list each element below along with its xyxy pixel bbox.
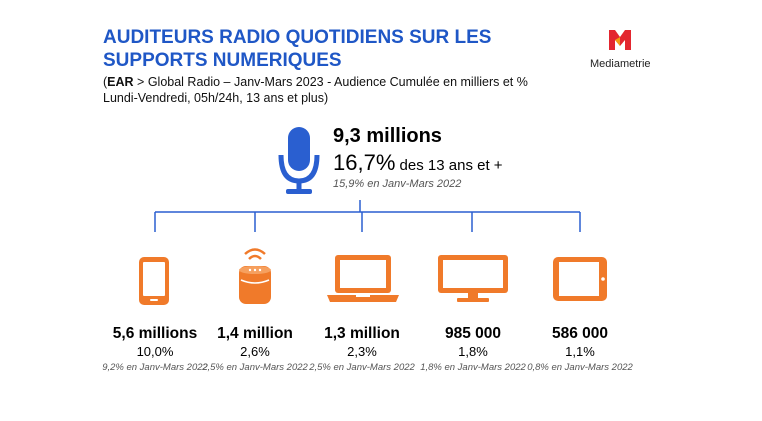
device-stat-laptop: 1,3 million 2,3% 2,5% en Janv-Mars 2022	[302, 325, 422, 374]
device-value: 5,6 millions	[112, 325, 198, 342]
smartphone-icon	[139, 257, 169, 305]
device-value: 586 000	[551, 325, 609, 342]
main-audience-value: 9,3 millions	[333, 125, 442, 147]
device-pct: 2,6%	[240, 344, 270, 359]
subtitle-ear: EAR	[107, 75, 134, 89]
device-value: 985 000	[444, 325, 502, 342]
subtitle-open-paren: (	[103, 75, 108, 89]
device-pct: 1,1%	[565, 344, 595, 359]
device-previous: 1,8% en Janv-Mars 2022	[420, 362, 526, 373]
laptop-icon	[327, 255, 399, 302]
mediametrie-logo: Mediametrie	[590, 28, 651, 70]
logo-text: Mediametrie	[590, 58, 651, 70]
device-value: 1,3 million	[324, 325, 400, 342]
slide-title: AUDITEURS RADIO QUOTIDIENS SUR LES SUPPO…	[103, 27, 492, 71]
device-previous: 2,5% en Janv-Mars 2022	[309, 362, 415, 373]
mediametrie-logo-icon	[609, 30, 631, 50]
microphone-icon	[278, 127, 320, 194]
device-pct: 1,8%	[458, 344, 488, 359]
device-stat-smartphone: 5,6 millions 10,0% 9,2% en Janv-Mars 202…	[95, 325, 215, 374]
slide-subtitle: (EAR > Global Radio – Janv-Mars 2023 - A…	[103, 74, 573, 106]
device-pct: 10,0%	[136, 344, 174, 359]
main-share-pct: 16,7%	[333, 150, 396, 175]
monitor-icon	[438, 255, 508, 302]
device-stat-monitor: 985 000 1,8% 1,8% en Janv-Mars 2022	[413, 325, 533, 374]
device-previous: 9,2% en Janv-Mars 2022	[102, 362, 208, 373]
device-previous: 2,5% en Janv-Mars 2022	[202, 362, 308, 373]
device-previous: 0,8% en Janv-Mars 2022	[527, 362, 633, 373]
main-share-suffix: des 13 ans et +	[395, 157, 503, 174]
subtitle-line2: Lundi-Vendredi, 05h/24h, 13 ans et plus)	[103, 91, 329, 105]
device-value: 1,4 million	[217, 325, 293, 342]
subtitle-line1: > Global Radio – Janv-Mars 2023 - Audien…	[133, 75, 528, 89]
main-audience-share: 16,7% des 13 ans et +	[333, 150, 503, 176]
device-stat-tablet: 586 000 1,1% 0,8% en Janv-Mars 2022	[520, 325, 640, 374]
device-pct: 2,3%	[347, 344, 377, 359]
device-stat-smart-speaker: 1,4 million 2,6% 2,5% en Janv-Mars 2022	[195, 325, 315, 374]
smart-speaker-icon	[239, 248, 271, 304]
main-previous-value: 15,9% en Janv-Mars 2022	[333, 178, 462, 190]
tablet-icon	[553, 257, 607, 301]
